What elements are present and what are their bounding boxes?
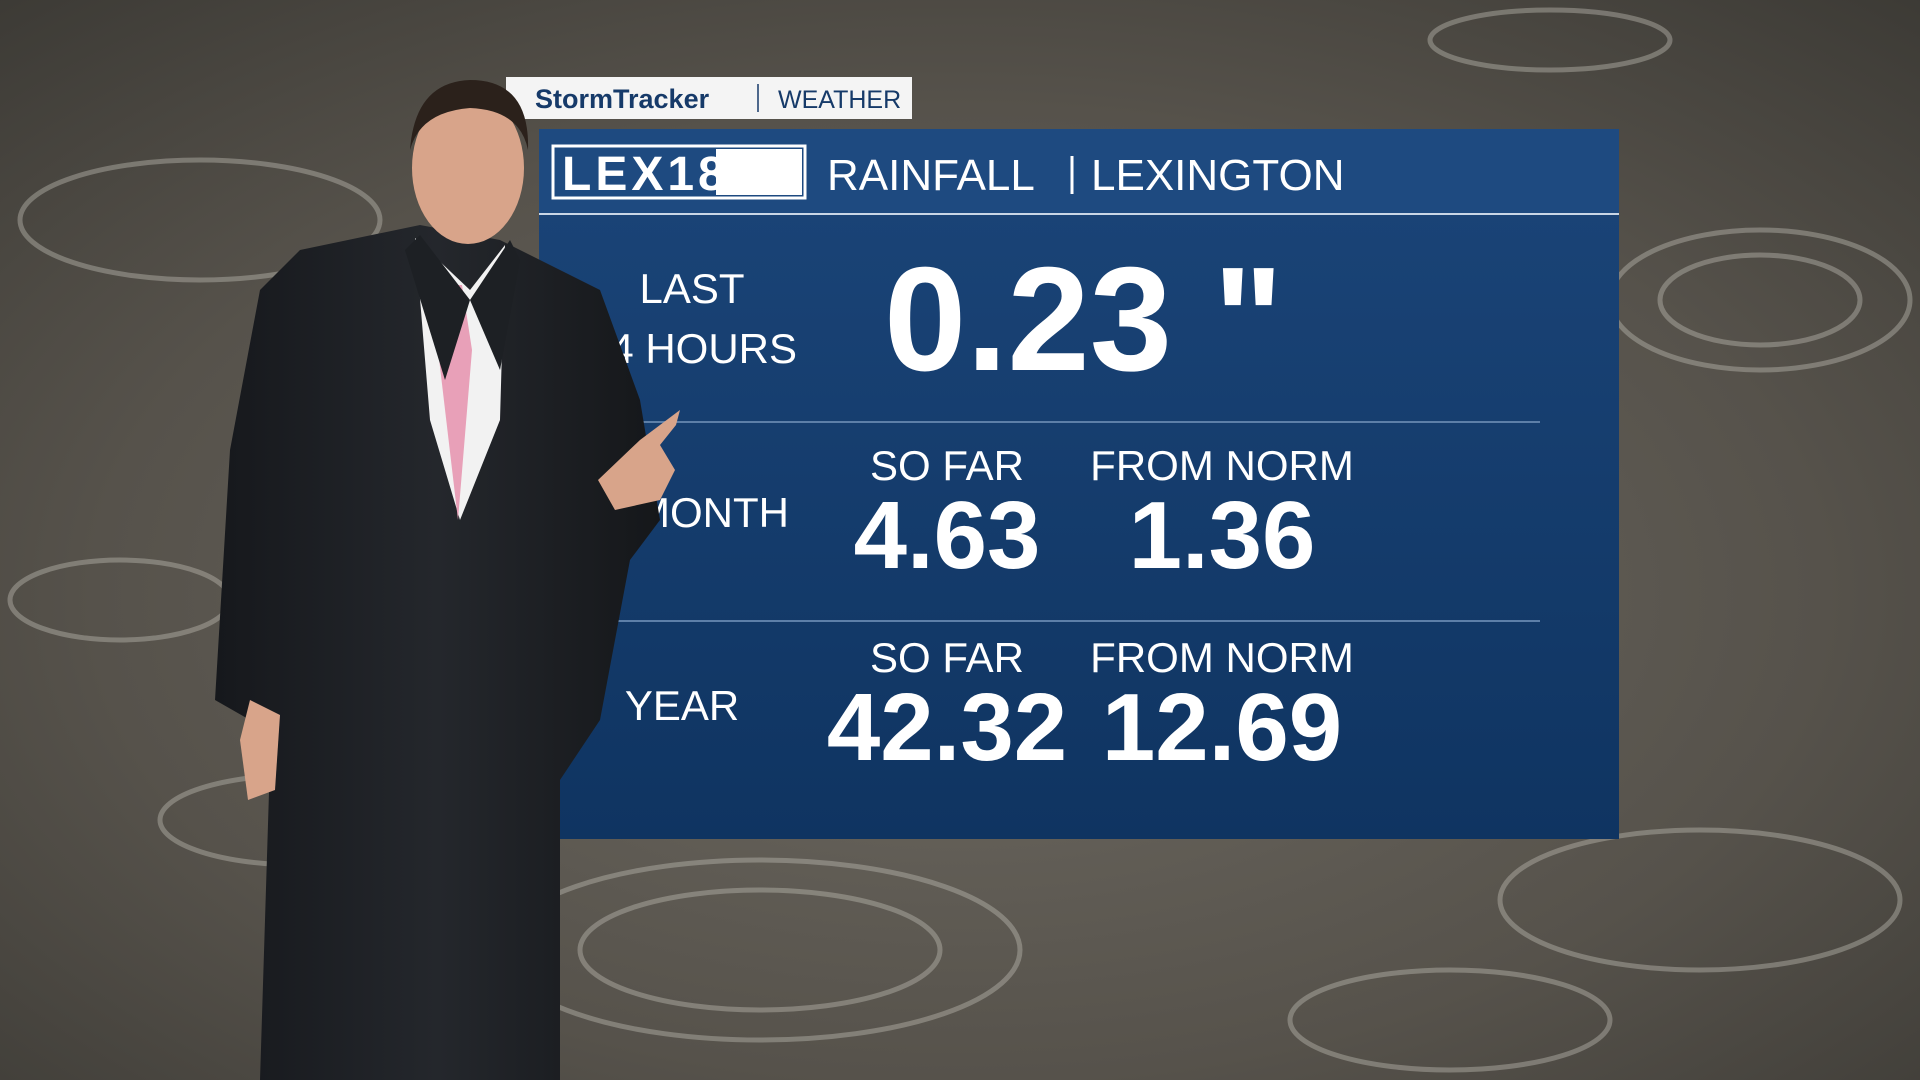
section: WEATHER bbox=[778, 86, 901, 114]
row-value: 0.23 " bbox=[884, 237, 1283, 402]
column-heading: SO FAR bbox=[870, 634, 1024, 681]
row-label: YEAR bbox=[625, 682, 739, 729]
column-value: 12.69 bbox=[1102, 674, 1342, 781]
brand: StormTracker bbox=[535, 84, 710, 114]
brand-tab bbox=[506, 77, 912, 119]
logo-box bbox=[716, 149, 802, 195]
presenter bbox=[215, 80, 680, 1080]
column-heading: SO FAR bbox=[870, 442, 1024, 489]
column-heading: FROM NORM bbox=[1090, 442, 1354, 489]
row-label: LAST bbox=[639, 265, 744, 312]
logo-frame bbox=[551, 144, 807, 200]
location: LEXINGTON bbox=[1091, 151, 1344, 200]
logo: LEX18 bbox=[562, 148, 729, 201]
column-value: 42.32 bbox=[827, 674, 1067, 781]
column-value: 1.36 bbox=[1129, 482, 1316, 589]
column-heading: FROM NORM bbox=[1090, 634, 1354, 681]
column-value: 4.63 bbox=[854, 482, 1041, 589]
title: RAINFALL bbox=[827, 151, 1035, 200]
panel bbox=[539, 129, 1619, 839]
